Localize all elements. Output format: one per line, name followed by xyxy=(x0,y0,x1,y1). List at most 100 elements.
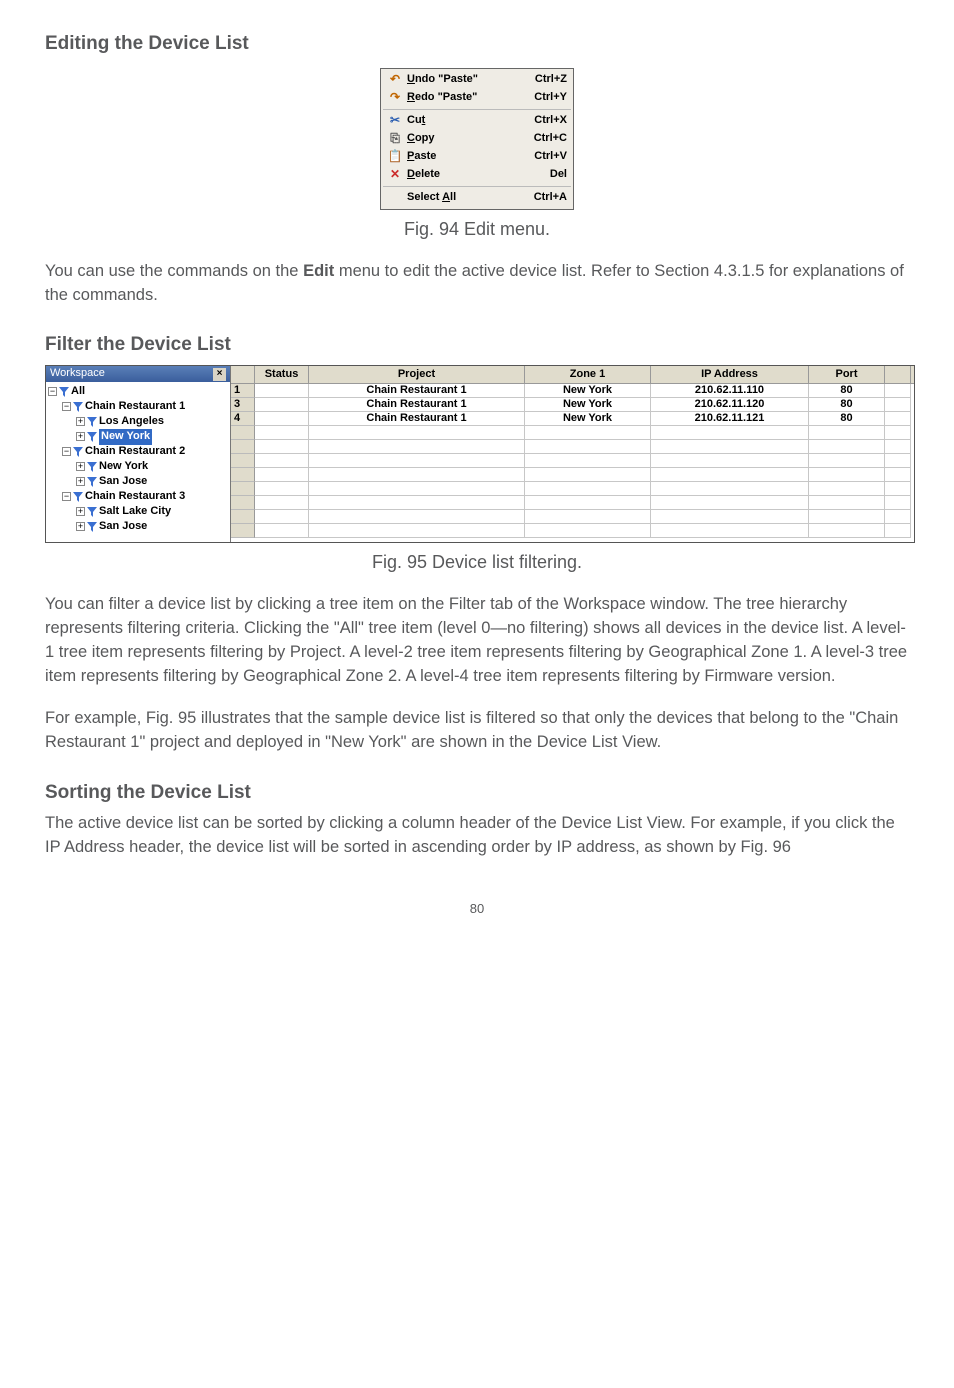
tree-node[interactable]: +San Jose xyxy=(48,474,228,489)
table-row[interactable] xyxy=(231,524,914,538)
menu-item[interactable]: ↷Redo "Paste"Ctrl+Y xyxy=(381,89,573,107)
table-row[interactable]: 3Chain Restaurant 1New York210.62.11.120… xyxy=(231,398,914,412)
table-row[interactable]: 1Chain Restaurant 1New York210.62.11.110… xyxy=(231,384,914,398)
row-header xyxy=(231,482,255,496)
cell xyxy=(525,440,651,454)
column-header[interactable]: Port xyxy=(809,366,885,383)
cell: New York xyxy=(525,412,651,426)
menu-item[interactable]: Select AllCtrl+A xyxy=(381,189,573,207)
ndo "paste"-icon: ↶ xyxy=(385,71,405,88)
menu-shortcut: Ctrl+Y xyxy=(521,90,567,106)
cell xyxy=(525,426,651,440)
text: You can use the commands on the xyxy=(45,262,303,280)
cell xyxy=(651,468,809,482)
table-row[interactable] xyxy=(231,496,914,510)
menu-label: Select All xyxy=(405,190,521,206)
table-row[interactable] xyxy=(231,482,914,496)
expand-icon[interactable]: + xyxy=(76,462,85,471)
table-row[interactable] xyxy=(231,426,914,440)
column-header[interactable]: IP Address xyxy=(651,366,809,383)
tree-label: Chain Restaurant 1 xyxy=(85,399,185,415)
tree-node[interactable]: +Los Angeles xyxy=(48,414,228,429)
collapse-icon[interactable]: − xyxy=(48,387,57,396)
column-header[interactable]: Zone 1 xyxy=(525,366,651,383)
row-header xyxy=(231,440,255,454)
opy-icon: ⎘ xyxy=(385,130,405,147)
collapse-icon[interactable]: − xyxy=(62,447,71,456)
expand-icon[interactable]: + xyxy=(76,522,85,531)
heading-sorting: Sorting the Device List xyxy=(45,779,909,807)
tree-node[interactable]: − Chain Restaurant 1 xyxy=(48,399,228,414)
tree-label: New York xyxy=(99,429,152,445)
menu-label: Delete xyxy=(405,167,521,183)
table-row[interactable] xyxy=(231,440,914,454)
tree-node[interactable]: +New York xyxy=(48,459,228,474)
edo "paste"-icon: ↷ xyxy=(385,89,405,106)
cell xyxy=(885,426,911,440)
workspace-figure: Workspace × −All−Chain Restaurant 1+Los … xyxy=(45,365,915,543)
row-header xyxy=(231,524,255,538)
cell xyxy=(255,454,309,468)
tree-node[interactable]: +Salt Lake City xyxy=(48,504,228,519)
paragraph-sorting: The active device list can be sorted by … xyxy=(45,812,909,860)
cell: 80 xyxy=(809,398,885,412)
workspace-title-text: Workspace xyxy=(50,366,105,382)
table-row[interactable] xyxy=(231,510,914,524)
cell xyxy=(809,440,885,454)
table-row[interactable]: 4Chain Restaurant 1New York210.62.11.121… xyxy=(231,412,914,426)
row-header xyxy=(231,426,255,440)
tree-node[interactable]: −Chain Restaurant 3 xyxy=(48,489,228,504)
menu-item[interactable]: 📋PasteCtrl+V xyxy=(381,148,573,166)
paragraph-filter-explain: You can filter a device list by clicking… xyxy=(45,593,909,689)
expand-icon[interactable]: + xyxy=(76,477,85,486)
cell xyxy=(309,482,525,496)
grid-header: StatusProjectZone 1IP AddressPort xyxy=(231,366,914,384)
expand-icon[interactable]: + xyxy=(76,417,85,426)
fig95-caption: Fig. 95 Device list filtering. xyxy=(45,549,909,575)
tree-label: San Jose xyxy=(99,519,147,535)
cell: 210.62.11.121 xyxy=(651,412,809,426)
table-row[interactable] xyxy=(231,454,914,468)
tree-node[interactable]: −All xyxy=(48,384,228,399)
expand-icon[interactable]: + xyxy=(76,507,85,516)
row-header: 4 xyxy=(231,412,255,426)
funnel-icon xyxy=(73,402,83,412)
heading-filter: Filter the Device List xyxy=(45,331,909,359)
close-icon[interactable]: × xyxy=(213,368,226,381)
fig94-caption: Fig. 94 Edit menu. xyxy=(404,216,550,242)
column-header[interactable]: Project xyxy=(309,366,525,383)
column-header[interactable] xyxy=(885,366,911,383)
cell xyxy=(255,426,309,440)
cell xyxy=(809,454,885,468)
menu-shortcut: Ctrl+X xyxy=(521,113,567,129)
menu-separator xyxy=(383,186,571,187)
funnel-icon xyxy=(73,447,83,457)
cell xyxy=(255,510,309,524)
menu-shortcut: Del xyxy=(521,167,567,183)
menu-item[interactable]: ↶Undo "Paste"Ctrl+Z xyxy=(381,71,573,89)
collapse-icon[interactable]: − xyxy=(62,402,71,411)
cell xyxy=(651,482,809,496)
cell xyxy=(885,510,911,524)
tree-node[interactable]: + New York xyxy=(48,429,228,444)
table-row[interactable] xyxy=(231,468,914,482)
menu-label: Undo "Paste" xyxy=(405,72,521,88)
cell xyxy=(809,426,885,440)
column-header[interactable]: Status xyxy=(255,366,309,383)
menu-item[interactable]: ⎘CopyCtrl+C xyxy=(381,130,573,148)
row-header: 1 xyxy=(231,384,255,398)
collapse-icon[interactable]: − xyxy=(62,492,71,501)
cell xyxy=(809,510,885,524)
cell: 210.62.11.120 xyxy=(651,398,809,412)
menu-item[interactable]: ✕DeleteDel xyxy=(381,166,573,184)
funnel-icon xyxy=(87,507,97,517)
tree-node[interactable]: −Chain Restaurant 2 xyxy=(48,444,228,459)
cell xyxy=(885,398,911,412)
menu-item[interactable]: ✂CutCtrl+X xyxy=(381,112,573,130)
grid-body: 1Chain Restaurant 1New York210.62.11.110… xyxy=(231,384,914,542)
expand-icon[interactable]: + xyxy=(76,432,85,441)
column-header[interactable] xyxy=(231,366,255,383)
cell xyxy=(525,510,651,524)
funnel-icon xyxy=(59,387,69,397)
tree-node[interactable]: + San Jose xyxy=(48,519,228,534)
